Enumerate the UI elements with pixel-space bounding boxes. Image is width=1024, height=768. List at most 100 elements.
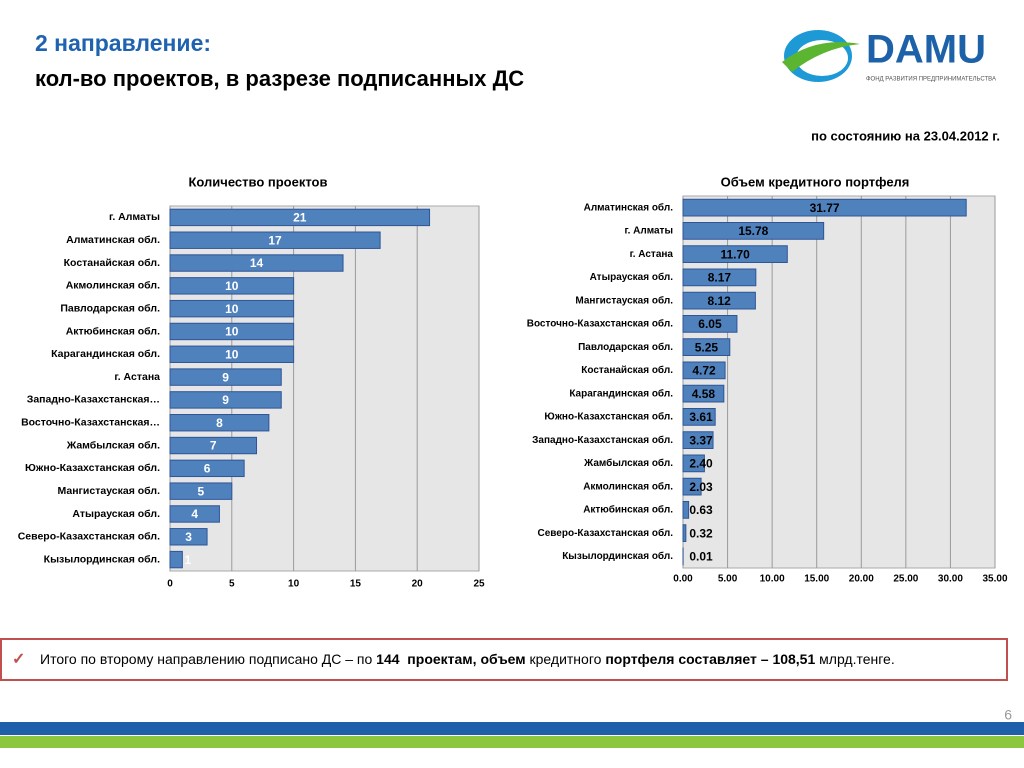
bar — [682, 198, 967, 217]
y-tick-label: Алматинская обл. — [66, 234, 160, 246]
y-tick-label: Актюбинская обл. — [583, 504, 673, 516]
data-label: 1 — [185, 553, 192, 567]
data-label: 14 — [250, 256, 264, 270]
y-tick-label: Алматинская обл. — [584, 201, 674, 213]
y-tick-label: Западно-Казахстанская обл. — [532, 434, 673, 446]
bar — [682, 477, 702, 496]
bar — [169, 482, 233, 500]
y-tick-label: Жамбылская обл. — [583, 457, 673, 469]
data-label: 3.37 — [689, 433, 713, 447]
bar — [169, 254, 344, 272]
data-label: 4.58 — [692, 387, 716, 401]
data-label: 9 — [222, 370, 229, 384]
bar — [169, 345, 295, 363]
x-tick-label: 35.00 — [982, 574, 1007, 585]
y-tick-label: Актюбинская обл. — [66, 325, 160, 337]
data-label: 10 — [225, 347, 239, 361]
data-label: 4.72 — [692, 364, 716, 378]
y-tick-label: Павлодарская обл. — [60, 302, 160, 314]
y-tick-label: Северо-Казахстанская обл. — [538, 527, 674, 539]
bar — [169, 505, 220, 523]
y-tick-label: г. Алматы — [624, 226, 673, 237]
x-tick-label: 5.00 — [718, 574, 738, 585]
x-tick-label: 10.00 — [760, 574, 785, 585]
date-note: по состоянию на 23.04.2012 г. — [811, 128, 1000, 143]
data-label: 8 — [216, 416, 223, 430]
chart-title: Объем кредитного портфеля — [721, 174, 910, 189]
y-tick-label: Южно-Казахстанская обл. — [544, 411, 673, 423]
data-label: 2.40 — [689, 457, 713, 471]
data-label: 0.01 — [689, 550, 713, 564]
y-tick-label: Мангистауская обл. — [575, 294, 673, 306]
data-label: 6 — [204, 462, 211, 476]
y-tick-label: Акмолинская обл. — [66, 280, 160, 292]
x-tick-label: 5 — [229, 579, 235, 590]
data-label: 2.03 — [689, 480, 713, 494]
x-tick-label: 15 — [350, 579, 362, 590]
data-label: 3.61 — [689, 410, 713, 424]
x-tick-label: 25 — [473, 579, 485, 590]
y-tick-label: Южно-Казахстанская обл. — [25, 462, 160, 474]
bar — [682, 501, 690, 519]
data-label: 4 — [191, 507, 198, 521]
y-tick-label: Восточно-Казахстанская… — [21, 417, 160, 429]
data-label: 10 — [225, 302, 239, 316]
bar — [682, 315, 738, 333]
bar — [682, 384, 725, 403]
data-label: 9 — [222, 393, 229, 407]
footer-stripe-blue — [0, 722, 1024, 735]
logo-subtitle: ФОНД РАЗВИТИЯ ПРЕДПРИНИМАТЕЛЬСТВА — [866, 77, 996, 83]
bar — [169, 231, 381, 249]
bar — [682, 245, 788, 263]
bar — [682, 408, 716, 426]
y-tick-label: г. Астана — [114, 371, 160, 383]
bar — [682, 291, 756, 310]
bar — [169, 277, 295, 295]
logo: DAMU ФОНД РАЗВИТИЯ ПРЕДПРИНИМАТЕЛЬСТВА — [782, 28, 996, 83]
bar — [169, 322, 295, 341]
logo-text: DAMU — [866, 28, 986, 72]
data-label: 21 — [293, 211, 307, 225]
data-label: 5 — [198, 484, 205, 498]
bar — [682, 222, 825, 240]
summary-text: 144 проектам, объем — [376, 651, 526, 667]
y-tick-label: Акмолинская обл. — [583, 480, 673, 492]
x-tick-label: 20 — [412, 579, 424, 590]
y-tick-label: Атырауская обл. — [590, 271, 674, 283]
bar — [682, 524, 687, 542]
bar — [169, 299, 295, 318]
y-tick-label: Атырауская обл. — [72, 508, 160, 520]
y-tick-label: Восточно-Казахстанская обл. — [527, 318, 673, 330]
data-label: 3 — [185, 530, 192, 544]
data-label: 7 — [210, 439, 217, 453]
title-line2: кол-во проектов, в разрезе подписанных Д… — [35, 66, 524, 91]
x-tick-label: 0.00 — [673, 574, 693, 585]
data-label: 11.70 — [720, 247, 750, 261]
x-tick-label: 15.00 — [804, 574, 829, 585]
data-label: 0.32 — [689, 526, 713, 540]
y-tick-label: г. Алматы — [109, 211, 160, 223]
logo-swoosh — [782, 42, 860, 72]
bar — [169, 368, 282, 386]
bar — [169, 528, 208, 546]
bar — [169, 436, 258, 455]
y-tick-label: Северо-Казахстанская обл. — [18, 531, 160, 543]
y-tick-label: Павлодарская обл. — [578, 341, 673, 353]
footer-stripe-green — [0, 736, 1024, 748]
bar — [682, 338, 731, 356]
check-icon: ✓ — [12, 651, 26, 668]
y-tick-label: Карагандинская обл. — [569, 387, 673, 399]
y-tick-label: Костанайская обл. — [581, 364, 673, 376]
y-tick-label: г. Астана — [630, 249, 674, 260]
bar — [169, 459, 245, 478]
data-label: 8.17 — [708, 271, 732, 285]
data-label: 17 — [268, 233, 282, 247]
x-tick-label: 20.00 — [849, 574, 874, 585]
chart-title: Количество проектов — [189, 174, 328, 189]
summary-box: ✓ Итого по второму направлению подписано … — [0, 638, 1008, 681]
bar — [169, 550, 183, 569]
data-label: 5.25 — [695, 340, 719, 354]
bar — [169, 414, 270, 432]
